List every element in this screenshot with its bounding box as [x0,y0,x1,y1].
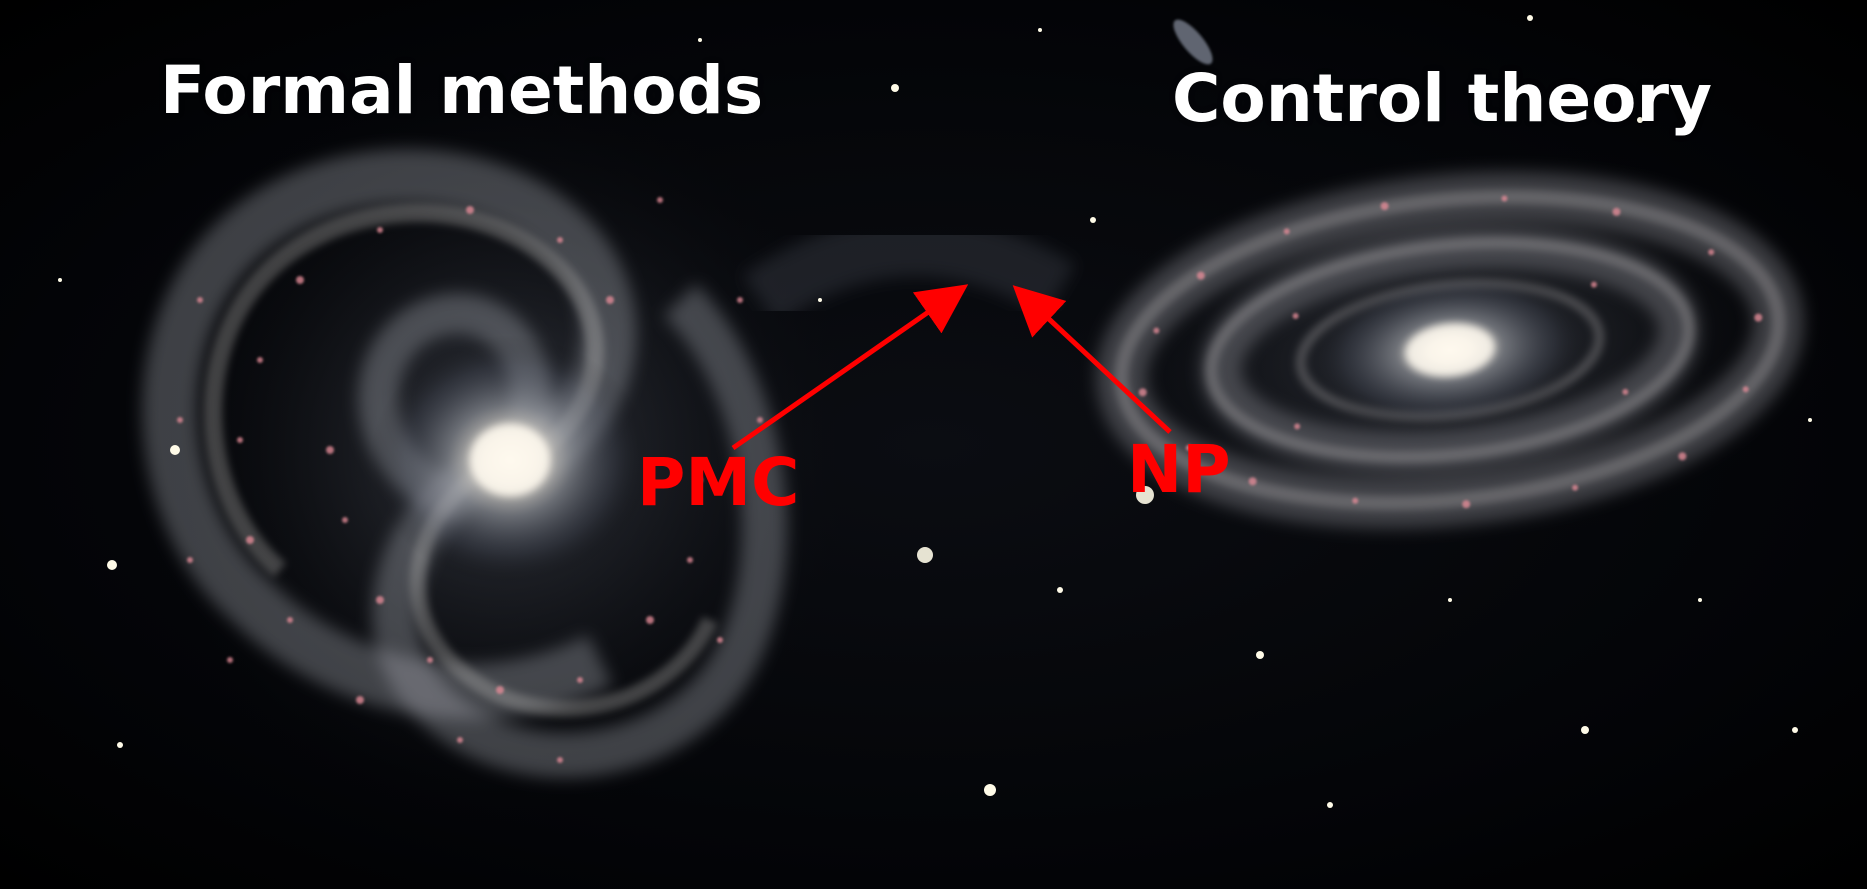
tidal-bridge [742,216,1076,325]
left-galaxy [120,60,880,840]
np-arrow [1012,285,1172,434]
formal-methods-label: Formal methods [160,52,764,129]
small-galaxy [1173,19,1213,65]
pmc-label: PMC [637,444,800,521]
arrows [731,284,1172,451]
right-galaxy [1031,136,1867,564]
control-theory-label: Control theory [1172,60,1713,137]
field-stars [58,15,1812,808]
np-label: NP [1127,431,1231,508]
pmc-arrow [731,284,969,451]
